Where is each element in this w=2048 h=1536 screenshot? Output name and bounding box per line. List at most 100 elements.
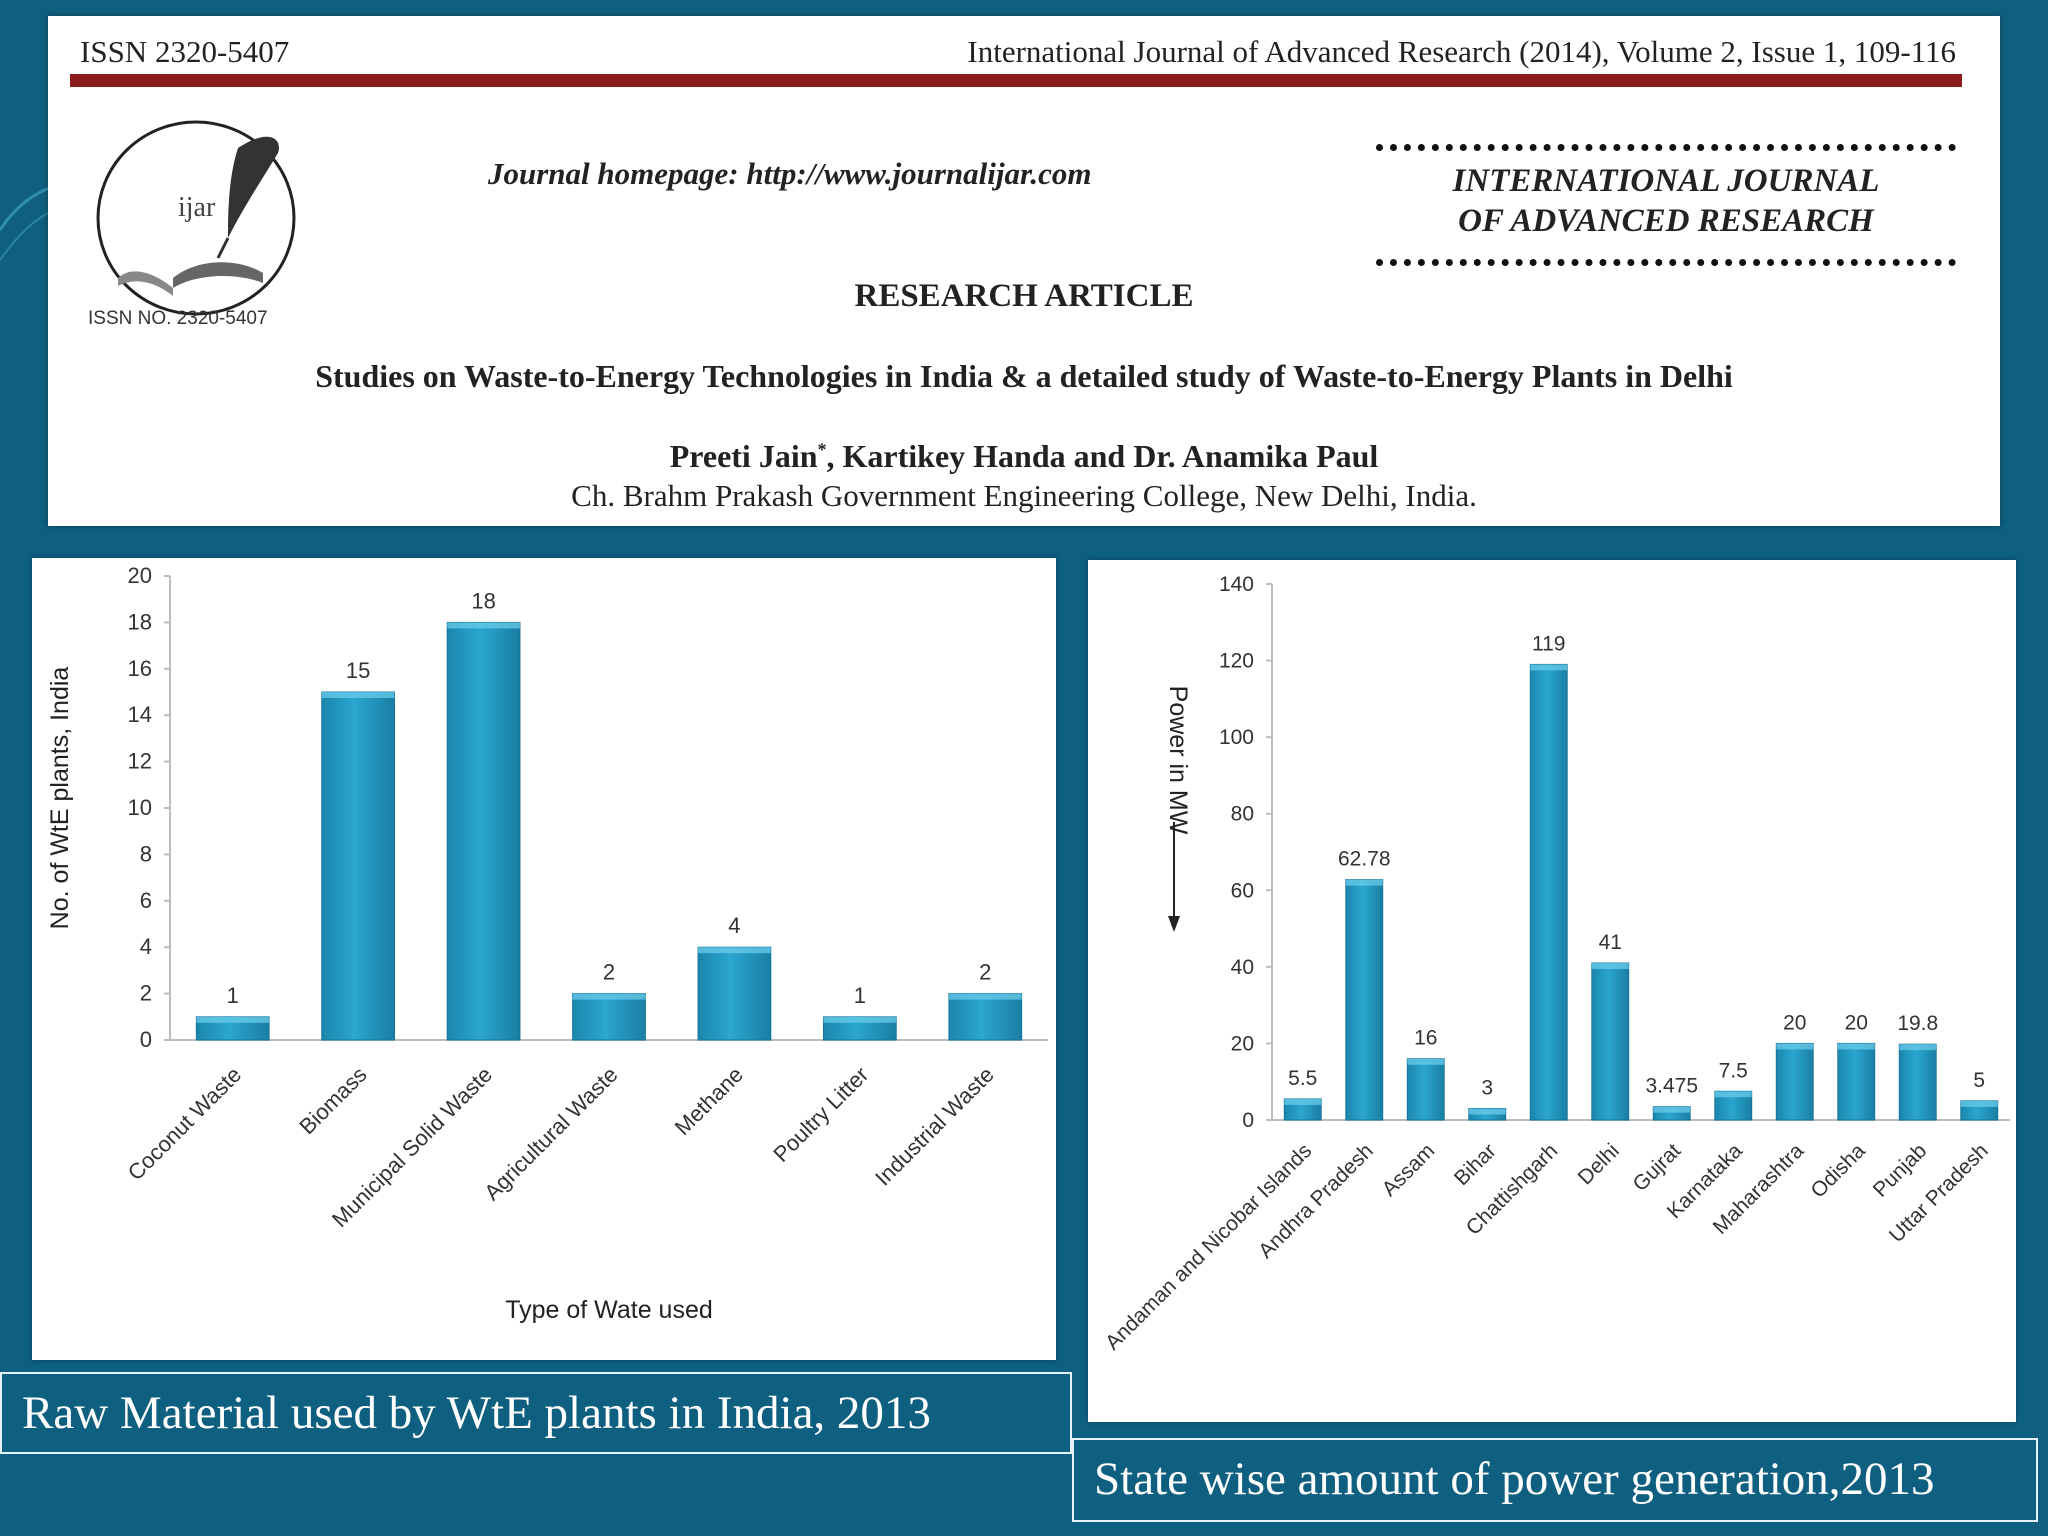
bar — [697, 946, 772, 1041]
journal-name-line2: OF ADVANCED RESEARCH — [1458, 203, 1874, 239]
data-label: 15 — [346, 658, 370, 683]
y-tick-label: 100 — [1219, 726, 1254, 749]
logo-issn: ISSN NO. 2320-5407 — [88, 308, 268, 329]
data-label: 3 — [1481, 1077, 1493, 1100]
y-tick-label: 12 — [128, 749, 152, 774]
category-label: Bihar — [1450, 1139, 1501, 1190]
category-label: Gujrat — [1629, 1139, 1686, 1196]
y-tick-label: 80 — [1231, 803, 1254, 826]
data-label: 3.475 — [1645, 1075, 1698, 1098]
y-tick-label: 4 — [140, 934, 152, 959]
y-axis-label: No. of WtE plants, India — [46, 667, 74, 930]
journal-homepage: Journal homepage: http://www.journalijar… — [488, 156, 1092, 191]
category-label: Coconut Waste — [123, 1062, 246, 1185]
data-label: 5 — [1973, 1069, 1985, 1092]
data-label: 16 — [1414, 1027, 1437, 1050]
y-tick-label: 60 — [1231, 879, 1254, 902]
category-label: Assam — [1378, 1139, 1440, 1201]
bar-cap — [572, 993, 646, 1000]
header-rule — [70, 74, 1962, 87]
category-label: Odisha — [1806, 1139, 1870, 1203]
bar-cap — [1899, 1044, 1937, 1051]
x-axis-label: Type of Wate used — [505, 1296, 713, 1324]
y-tick-label: 0 — [1242, 1109, 1254, 1132]
category-label: Industrial Waste — [870, 1062, 999, 1191]
article-authors: Preeti Jain*, Kartikey Handa and Dr. Ana… — [669, 438, 1379, 474]
bar-cap — [1530, 664, 1568, 671]
data-label: 2 — [603, 960, 615, 985]
bar — [1406, 1058, 1445, 1121]
bar-cap — [1345, 879, 1383, 886]
y-tick-label: 8 — [140, 841, 152, 866]
data-label: 62.78 — [1338, 848, 1391, 871]
data-label: 20 — [1845, 1011, 1868, 1034]
data-label: 19.8 — [1897, 1012, 1938, 1035]
bar — [948, 993, 1023, 1041]
y-tick-label: 140 — [1219, 573, 1254, 596]
data-label: 2 — [979, 960, 991, 985]
bar-cap — [1837, 1043, 1875, 1050]
bar-cap — [698, 947, 771, 954]
journal-name-box: INTERNATIONAL JOURNAL OF ADVANCED RESEAR… — [1376, 144, 1956, 266]
bar-cap — [948, 993, 1022, 1000]
issn-number: ISSN 2320-5407 — [80, 34, 290, 69]
caption-raw-material: Raw Material used by WtE plants in India… — [0, 1372, 1072, 1454]
bar-cap — [447, 622, 520, 629]
journal-name-line1: INTERNATIONAL JOURNAL — [1452, 163, 1880, 199]
y-tick-label: 18 — [128, 609, 152, 634]
y-tick-label: 2 — [140, 981, 152, 1006]
bar-cap — [1960, 1100, 1998, 1107]
chart-raw-material: 0 2 4 6 8 10 12 14 16 18 20 1 Coconut Waste 15 Biomass… — [32, 558, 1056, 1360]
logo-text: ijar — [178, 192, 216, 223]
data-label: 20 — [1783, 1011, 1806, 1034]
y-tick-label: 6 — [140, 888, 152, 913]
bar-cap — [1591, 963, 1629, 970]
data-label: 1 — [854, 983, 866, 1008]
bar — [446, 621, 521, 1041]
bar-cap — [1468, 1108, 1506, 1115]
journal-logo: ijar — [96, 120, 296, 316]
bar — [321, 691, 396, 1041]
data-label: 4 — [728, 913, 740, 938]
category-label: Agricultural Waste — [479, 1062, 622, 1205]
bar-cap — [823, 1016, 897, 1023]
author-footnote-mark: * — [817, 439, 827, 460]
bar — [1591, 962, 1630, 1121]
bar — [1529, 663, 1568, 1121]
bar-cap — [1776, 1043, 1814, 1050]
category-label: Punjab — [1869, 1139, 1932, 1202]
author-affiliation: Ch. Brahm Prakash Government Engineering… — [571, 478, 1477, 513]
bar-cap — [1407, 1058, 1445, 1065]
article-title: Studies on Waste-to-Energy Technologies … — [315, 358, 1733, 394]
bar-cap — [1714, 1091, 1752, 1098]
bar — [1345, 879, 1384, 1121]
bar — [1837, 1042, 1876, 1121]
bar — [1775, 1042, 1814, 1121]
data-label: 1 — [227, 983, 239, 1008]
y-tick-label: 20 — [1231, 1032, 1254, 1055]
category-label: Poultry Litter — [768, 1062, 873, 1167]
bar-cap — [196, 1016, 270, 1023]
bar — [1898, 1043, 1937, 1121]
bar — [572, 993, 646, 1041]
category-label: Biomass — [294, 1062, 371, 1139]
article-type: RESEARCH ARTICLE — [854, 278, 1194, 314]
category-label: Andhra Pradesh — [1254, 1139, 1378, 1263]
y-tick-label: 16 — [128, 656, 152, 681]
category-label: Methane — [670, 1062, 748, 1140]
article-header: ISSN 2320-5407 International Journal of … — [48, 16, 2000, 526]
bar-cap — [1284, 1098, 1322, 1105]
caption-state-power: State wise amount of power generation,20… — [1072, 1438, 2038, 1522]
data-label: 18 — [471, 588, 495, 613]
category-label: Delhi — [1574, 1139, 1624, 1189]
data-label: 7.5 — [1719, 1059, 1748, 1082]
chart-state-power: 0 20 40 60 80 100 120 140 5.5 Andaman and Nicobar… — [1088, 560, 2016, 1422]
y-tick-label: 20 — [128, 563, 152, 588]
data-label: 41 — [1599, 931, 1622, 954]
y-tick-label: 40 — [1231, 956, 1254, 979]
data-label: 5.5 — [1288, 1067, 1317, 1090]
y-tick-label: 10 — [128, 795, 152, 820]
y-tick-label: 120 — [1219, 650, 1254, 673]
